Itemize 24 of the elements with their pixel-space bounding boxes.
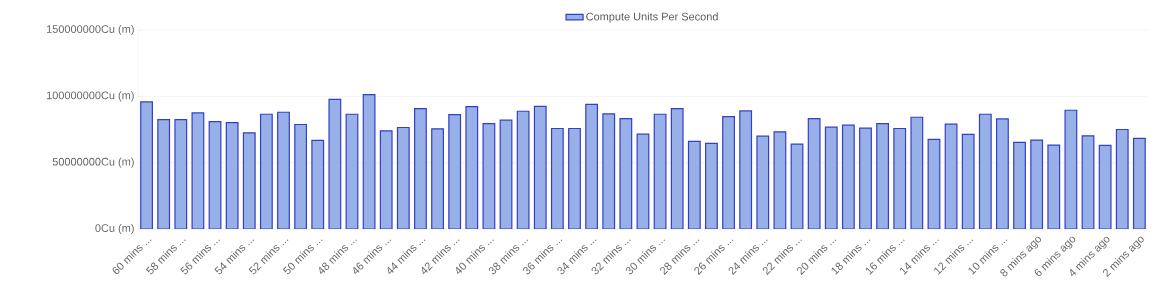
bar — [568, 127, 581, 229]
bar — [259, 113, 273, 229]
bar — [277, 111, 290, 229]
bar — [550, 127, 564, 229]
bar — [739, 110, 753, 229]
bar — [431, 128, 444, 229]
bar — [585, 103, 599, 229]
y-tick-label: 150000000Cu (m) — [46, 24, 134, 36]
bar — [996, 118, 1009, 229]
legend-label: Compute Units Per Second — [586, 12, 718, 23]
y-tick-label: 100000000Cu (m) — [46, 91, 134, 102]
bar — [140, 101, 153, 229]
y-tick-label: 50000000Cu (m) — [52, 157, 134, 168]
bar — [414, 108, 427, 229]
bar — [722, 115, 735, 229]
bar — [1030, 139, 1044, 229]
bar — [1132, 137, 1146, 229]
bar — [1013, 141, 1026, 229]
y-tick-label: 0Cu (m) — [95, 223, 134, 235]
bar — [841, 124, 855, 229]
bar — [876, 122, 890, 229]
bar — [294, 123, 308, 229]
bar — [705, 142, 718, 229]
bar — [859, 127, 872, 229]
